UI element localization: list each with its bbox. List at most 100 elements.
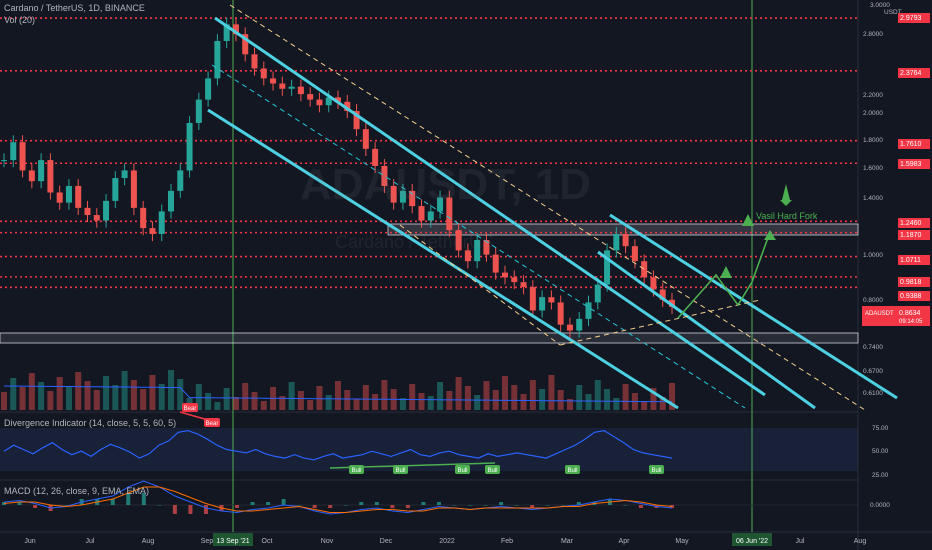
- candle: [455, 230, 462, 251]
- candle: [659, 289, 666, 300]
- volume-bar: [93, 390, 100, 410]
- candle: [10, 142, 17, 161]
- volume-bar: [214, 402, 221, 410]
- candle: [140, 207, 147, 229]
- candle: [112, 178, 119, 201]
- macd-histogram: [33, 505, 38, 508]
- candle: [418, 206, 425, 221]
- price-label: 2.9793: [900, 15, 922, 22]
- time-label: Mar: [561, 538, 574, 545]
- macd-histogram: [436, 502, 441, 505]
- price-label: 2.3764: [900, 70, 922, 77]
- candle: [566, 324, 573, 331]
- macd-histogram: [545, 505, 550, 506]
- volume-bar: [437, 382, 444, 410]
- macd-histogram: [17, 502, 22, 505]
- price-tick: 2.2000: [863, 92, 883, 99]
- volume-bar: [520, 394, 527, 410]
- candle: [529, 287, 536, 311]
- bull-badge: [485, 465, 500, 474]
- volume-bar: [177, 379, 184, 410]
- volume-bar: [566, 399, 573, 410]
- volume-bar: [594, 380, 601, 410]
- candle: [316, 99, 323, 106]
- volume-bar: [140, 389, 147, 410]
- volume-bar: [121, 371, 128, 410]
- candle: [437, 197, 444, 212]
- date-marker: 06 Jun '22: [736, 538, 768, 545]
- price-tick: 1.4000: [863, 195, 883, 202]
- volume-bar: [19, 387, 26, 410]
- price-tick: 0.6700: [863, 368, 883, 375]
- macd-histogram: [390, 505, 395, 508]
- candle: [353, 110, 360, 130]
- volume-bar: [288, 382, 295, 410]
- price-label: 1.0711: [900, 257, 921, 264]
- channel-line: [207, 108, 679, 410]
- volume-bar: [372, 394, 379, 410]
- date-marker: 13 Sep '21: [216, 538, 249, 545]
- candle: [1, 160, 7, 162]
- candle: [585, 302, 592, 319]
- macd-histogram: [126, 493, 131, 505]
- volume-bar: [260, 401, 267, 410]
- volume-bar: [158, 384, 165, 410]
- macd-histogram: [623, 505, 628, 506]
- candle: [121, 170, 128, 179]
- time-label: Jul: [796, 538, 805, 545]
- bull-label: Bull: [567, 468, 577, 474]
- volume-bar: [344, 390, 351, 410]
- volume-bar: [362, 385, 369, 410]
- bull-badge: [349, 465, 364, 474]
- trendline-dashed: [559, 299, 761, 346]
- volume-bar: [195, 384, 202, 410]
- macd-histogram: [576, 502, 581, 505]
- macd-histogram: [468, 505, 473, 506]
- volume-bar: [464, 386, 471, 410]
- volume-bar: [297, 391, 304, 410]
- time-label: Apr: [619, 538, 631, 545]
- arrow-icon: [742, 214, 754, 226]
- time-label: 2022: [439, 538, 455, 545]
- bull-badge: [393, 465, 408, 474]
- volume-bar: [539, 389, 546, 410]
- time-label: Feb: [501, 538, 513, 545]
- candle: [279, 83, 286, 89]
- signal-line: [3, 486, 673, 513]
- bull-badge: [565, 465, 580, 474]
- divergence-indicator-label[interactable]: Divergence Indicator (14, close, 5, 5, 6…: [4, 418, 177, 428]
- candle: [511, 277, 518, 283]
- watermark-ticker: ADAUSDT, 1D: [300, 160, 591, 209]
- last-price-ticker: ADAUSDT: [865, 311, 894, 317]
- price-label: 1.2460: [900, 220, 922, 227]
- bull-badge: [455, 465, 470, 474]
- candle: [631, 246, 638, 262]
- bull-label: Bull: [651, 468, 661, 474]
- macd-histogram: [343, 505, 348, 506]
- macd-histogram: [64, 505, 69, 506]
- volume-bar: [279, 396, 286, 410]
- macd-histogram: [374, 502, 379, 505]
- candle: [158, 211, 165, 235]
- candle: [520, 282, 527, 288]
- candle: [205, 78, 212, 100]
- volume-bar: [613, 398, 620, 410]
- candle: [362, 129, 369, 149]
- volume-bar: [251, 392, 258, 410]
- macd-label[interactable]: MACD (12, 26, close, 9, EMA, EMA): [4, 486, 150, 496]
- candle: [613, 234, 620, 251]
- volume-bar: [502, 376, 508, 410]
- volume-label[interactable]: Vol (20): [4, 15, 36, 25]
- macd-histogram: [203, 505, 208, 514]
- macd-histogram: [281, 499, 286, 505]
- volume-ma: [3, 385, 673, 403]
- volume-bar: [84, 381, 91, 410]
- candle: [427, 211, 434, 221]
- volume-bar: [622, 384, 629, 410]
- candle: [251, 54, 258, 69]
- bear-label: Bear: [206, 421, 219, 427]
- macd-histogram: [110, 499, 115, 505]
- symbol-title[interactable]: Cardano / TetherUS, 1D, BINANCE: [4, 3, 145, 13]
